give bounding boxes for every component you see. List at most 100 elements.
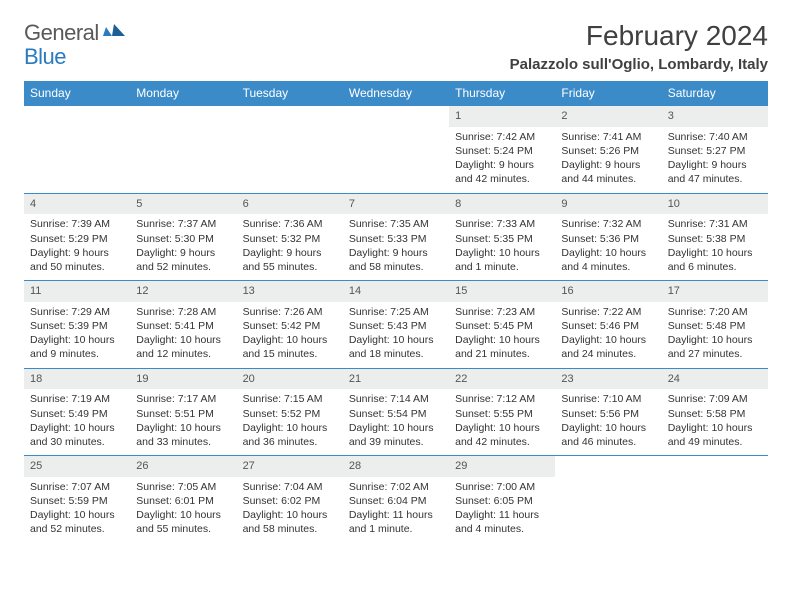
day-detail-cell: Sunrise: 7:09 AMSunset: 5:58 PMDaylight:… xyxy=(662,389,768,455)
sunset-text: Sunset: 6:02 PM xyxy=(243,494,337,508)
sunset-text: Sunset: 5:29 PM xyxy=(30,232,124,246)
week-detail-row: Sunrise: 7:39 AMSunset: 5:29 PM Daylight:… xyxy=(24,214,768,280)
day-detail-cell: Sunrise: 7:17 AMSunset: 5:51 PMDaylight:… xyxy=(130,389,236,455)
day-header-row: SundayMondayTuesdayWednesdayThursdayFrid… xyxy=(24,81,768,106)
sunrise-text: Sunrise: 7:36 AM xyxy=(243,217,337,231)
day-detail-cell xyxy=(237,127,343,193)
day-number-cell xyxy=(130,106,236,127)
daylight-text: Daylight: 10 hours and 4 minutes. xyxy=(561,246,655,274)
sunrise-text: Sunrise: 7:23 AM xyxy=(455,305,549,319)
month-title: February 2024 xyxy=(510,20,768,52)
day-detail-cell: Sunrise: 7:05 AMSunset: 6:01 PMDaylight:… xyxy=(130,477,236,543)
daylight-text: Daylight: 10 hours and 58 minutes. xyxy=(243,508,337,536)
day-detail-cell: Sunrise: 7:00 AMSunset: 6:05 PMDaylight:… xyxy=(449,477,555,543)
daylight-text: Daylight: 10 hours and 49 minutes. xyxy=(668,421,762,449)
calendar-body: 123 Sunrise: 7:42 AMSunset: 5:24 PMDayli… xyxy=(24,106,768,543)
sunrise-text: Sunrise: 7:17 AM xyxy=(136,392,230,406)
week-detail-row: Sunrise: 7:29 AMSunset: 5:39 PMDaylight:… xyxy=(24,302,768,368)
daylight-text: Daylight: 10 hours and 27 minutes. xyxy=(668,333,762,361)
sunset-text: Sunset: 5:42 PM xyxy=(243,319,337,333)
sunrise-text: Sunrise: 7:09 AM xyxy=(668,392,762,406)
sunrise-text: Sunrise: 7:29 AM xyxy=(30,305,124,319)
day-detail-cell: Sunrise: 7:23 AMSunset: 5:45 PMDaylight:… xyxy=(449,302,555,368)
brand-word2-wrap: Blue xyxy=(24,44,66,70)
day-number-cell xyxy=(662,456,768,477)
day-header: Wednesday xyxy=(343,81,449,106)
sunrise-text: Sunrise: 7:40 AM xyxy=(668,130,762,144)
day-detail-cell: Sunrise: 7:42 AMSunset: 5:24 PMDaylight:… xyxy=(449,127,555,193)
day-header: Monday xyxy=(130,81,236,106)
sunrise-text: Sunrise: 7:07 AM xyxy=(30,480,124,494)
sunrise-text: Sunrise: 7:26 AM xyxy=(243,305,337,319)
daylight-text: Daylight: 10 hours and 36 minutes. xyxy=(243,421,337,449)
day-detail-cell: Sunrise: 7:28 AMSunset: 5:41 PMDaylight:… xyxy=(130,302,236,368)
sunset-text: Sunset: 6:05 PM xyxy=(455,494,549,508)
day-number-cell: 4 xyxy=(24,193,130,214)
sunrise-text: Sunrise: 7:25 AM xyxy=(349,305,443,319)
sunset-text: Sunset: 5:35 PM xyxy=(455,232,549,246)
day-number-cell: 5 xyxy=(130,193,236,214)
brand-word1: General xyxy=(24,20,99,46)
sunset-text: Sunset: 5:39 PM xyxy=(30,319,124,333)
sunset-text: Sunset: 5:32 PM xyxy=(243,232,337,246)
daylight-text: Daylight: 9 hours and 44 minutes. xyxy=(561,158,655,186)
sunset-text: Sunset: 5:52 PM xyxy=(243,407,337,421)
day-detail-cell: Sunrise: 7:04 AMSunset: 6:02 PMDaylight:… xyxy=(237,477,343,543)
daylight-text: Daylight: 10 hours and 24 minutes. xyxy=(561,333,655,361)
sunrise-text: Sunrise: 7:39 AM xyxy=(30,217,124,231)
sunrise-text: Sunrise: 7:02 AM xyxy=(349,480,443,494)
day-detail-cell: Sunrise: 7:02 AMSunset: 6:04 PMDaylight:… xyxy=(343,477,449,543)
sunrise-text: Sunrise: 7:15 AM xyxy=(243,392,337,406)
day-detail-cell: Sunrise: 7:33 AMSunset: 5:35 PMDaylight:… xyxy=(449,214,555,280)
day-detail-cell: Sunrise: 7:37 AMSunset: 5:30 PMDaylight:… xyxy=(130,214,236,280)
day-number-cell: 13 xyxy=(237,281,343,302)
day-detail-cell xyxy=(662,477,768,543)
calendar-table: SundayMondayTuesdayWednesdayThursdayFrid… xyxy=(24,81,768,543)
sunset-text: Sunset: 5:48 PM xyxy=(668,319,762,333)
sunset-text: Sunset: 5:24 PM xyxy=(455,144,549,158)
day-number-cell: 23 xyxy=(555,368,661,389)
daylight-text: Daylight: 9 hours and 47 minutes. xyxy=(668,158,762,186)
daylight-text: Daylight: 10 hours and 30 minutes. xyxy=(30,421,124,449)
week-daynum-row: 18192021222324 xyxy=(24,368,768,389)
sunset-text: Sunset: 5:54 PM xyxy=(349,407,443,421)
day-number-cell: 18 xyxy=(24,368,130,389)
day-header: Friday xyxy=(555,81,661,106)
sunrise-text: Sunrise: 7:35 AM xyxy=(349,217,443,231)
day-number-cell: 10 xyxy=(662,193,768,214)
day-number-cell: 9 xyxy=(555,193,661,214)
day-detail-cell xyxy=(343,127,449,193)
day-number-cell: 28 xyxy=(343,456,449,477)
day-number-cell: 25 xyxy=(24,456,130,477)
daylight-text: Daylight: 10 hours and 12 minutes. xyxy=(136,333,230,361)
day-detail-cell: Sunrise: 7:20 AMSunset: 5:48 PMDaylight:… xyxy=(662,302,768,368)
logo-flag-icon xyxy=(103,22,125,45)
sunrise-text: Sunrise: 7:33 AM xyxy=(455,217,549,231)
daylight-text: Daylight: 10 hours and 9 minutes. xyxy=(30,333,124,361)
sunrise-text: Sunrise: 7:22 AM xyxy=(561,305,655,319)
day-detail-cell: Sunrise: 7:36 AMSunset: 5:32 PMDaylight:… xyxy=(237,214,343,280)
day-number-cell: 15 xyxy=(449,281,555,302)
sunrise-text: Sunrise: 7:42 AM xyxy=(455,130,549,144)
day-number-cell xyxy=(237,106,343,127)
sunrise-text: Sunrise: 7:00 AM xyxy=(455,480,549,494)
day-number-cell: 24 xyxy=(662,368,768,389)
sunset-text: Sunset: 6:04 PM xyxy=(349,494,443,508)
sunset-text: Sunset: 5:55 PM xyxy=(455,407,549,421)
location-text: Palazzolo sull'Oglio, Lombardy, Italy xyxy=(510,56,768,73)
daylight-text: Daylight: 10 hours and 33 minutes. xyxy=(136,421,230,449)
day-header: Saturday xyxy=(662,81,768,106)
daylight-text: Daylight: 10 hours and 42 minutes. xyxy=(455,421,549,449)
sunrise-text: Sunrise: 7:31 AM xyxy=(668,217,762,231)
day-number-cell: 3 xyxy=(662,106,768,127)
day-number-cell: 20 xyxy=(237,368,343,389)
day-detail-cell: Sunrise: 7:10 AMSunset: 5:56 PMDaylight:… xyxy=(555,389,661,455)
daylight-text: Daylight: 9 hours and 42 minutes. xyxy=(455,158,549,186)
daylight-text: Daylight: 11 hours and 4 minutes. xyxy=(455,508,549,536)
day-detail-cell: Sunrise: 7:35 AMSunset: 5:33 PMDaylight:… xyxy=(343,214,449,280)
day-header: Thursday xyxy=(449,81,555,106)
day-number-cell xyxy=(555,456,661,477)
day-number-cell xyxy=(343,106,449,127)
day-header: Sunday xyxy=(24,81,130,106)
sunset-text: Sunset: 5:27 PM xyxy=(668,144,762,158)
